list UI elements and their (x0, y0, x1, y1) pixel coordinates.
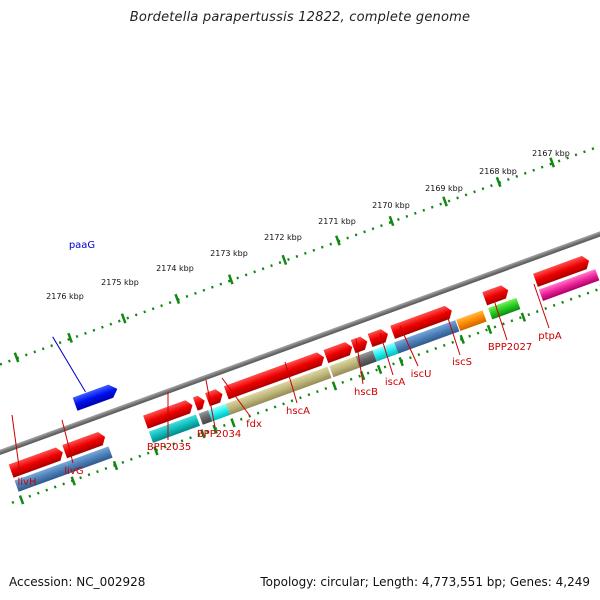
genome-summary-text: Topology: circular; Length: 4,773,551 bp… (260, 575, 590, 589)
gene-label-fdx: fdx (246, 419, 262, 430)
kbp-label-2175: 2175 kbp (101, 278, 139, 287)
cds-block-next (538, 269, 600, 301)
kbp-label-2172: 2172 kbp (264, 233, 302, 242)
gene-label-BPP2034: BPP2034 (197, 429, 241, 440)
kbp-label-2169: 2169 kbp (425, 184, 463, 193)
gene-label-hscB: hscB (354, 387, 378, 398)
forward-genes (8, 254, 591, 478)
gene-label-iscS: iscS (452, 357, 472, 368)
label-line-livG (61, 419, 74, 464)
cds-block-BPP2035 (148, 414, 200, 443)
gene-ptpA[interactable] (533, 254, 591, 287)
kbp-label-2168: 2168 kbp (479, 167, 517, 176)
label-line-BPP2027 (492, 296, 508, 341)
gene-label-lines (11, 283, 550, 475)
cds-block-livH (14, 461, 71, 492)
label-line-iscA (379, 332, 394, 376)
kbp-label-2171: 2171 kbp (318, 217, 356, 226)
genome-backbone (0, 212, 600, 457)
label-line-hscB (355, 338, 364, 385)
cds-block-iscS (394, 320, 460, 354)
kbp-label-2174: 2174 kbp (156, 264, 194, 273)
gene-hscA[interactable] (223, 351, 327, 400)
accession-text: Accession: NC_002928 (9, 575, 146, 589)
category-blocks (14, 269, 600, 492)
gene-BPP2034[interactable] (192, 394, 207, 411)
kbp-ticks (13, 157, 556, 363)
label-line-hscA (284, 361, 298, 404)
gene-label-ptpA: ptpA (538, 331, 562, 342)
label-line-iscU (399, 325, 419, 367)
cds-block-ptpA (488, 297, 521, 320)
gene-label-iscU: iscU (411, 369, 432, 380)
label-line-iscS (445, 311, 461, 356)
gene-iscA[interactable] (350, 335, 370, 354)
gene-labels: paaG livH livG BPP2035 BPP2034 fdx hscA … (18, 240, 562, 488)
map-title: Bordetella parapertussis 12822, complete… (129, 10, 471, 25)
cds-block-fdx (208, 403, 231, 422)
cds-block-BPP2027 (456, 310, 487, 332)
gene-label-livH: livH (18, 477, 37, 488)
label-line-paaG (52, 336, 86, 393)
kbp-label-2167: 2167 kbp (532, 149, 570, 158)
kbp-label-2173: 2173 kbp (210, 249, 248, 258)
label-line-livH (11, 414, 21, 475)
label-line-ptpA (533, 283, 550, 329)
kbp-labels: 2167 kbp 2168 kbp 2169 kbp 2170 kbp 2171… (46, 149, 570, 301)
cds-block-BPP2034 (198, 410, 213, 425)
gene-iscU[interactable] (367, 327, 391, 348)
gene-fdx[interactable] (205, 388, 225, 407)
gene-label-BPP2035: BPP2035 (147, 442, 191, 453)
gene-ruler-ticks (18, 283, 600, 505)
label-line-BPP2034 (205, 379, 216, 428)
gene-BPP2027[interactable] (482, 284, 510, 306)
gene-iscS[interactable] (390, 304, 454, 339)
gene-livG[interactable] (62, 430, 107, 459)
cds-block-livG (66, 446, 113, 473)
gene-label-livG: livG (64, 466, 83, 477)
gene-hscB[interactable] (323, 340, 355, 364)
gene-livH[interactable] (8, 446, 65, 478)
gene-label-paaG: paaG (69, 240, 95, 251)
cds-block-iscA (355, 350, 377, 368)
label-line-fdx (221, 377, 251, 417)
cds-block-hscB (329, 356, 360, 378)
gene-label-BPP2027: BPP2027 (488, 342, 532, 353)
kbp-label-2170: 2170 kbp (372, 201, 410, 210)
cds-block-hscA (225, 366, 332, 415)
kbp-label-2176: 2176 kbp (46, 292, 84, 301)
gene-label-iscA: iscA (385, 377, 405, 388)
gene-paaG[interactable] (72, 382, 120, 411)
gene-label-hscA: hscA (286, 406, 310, 417)
